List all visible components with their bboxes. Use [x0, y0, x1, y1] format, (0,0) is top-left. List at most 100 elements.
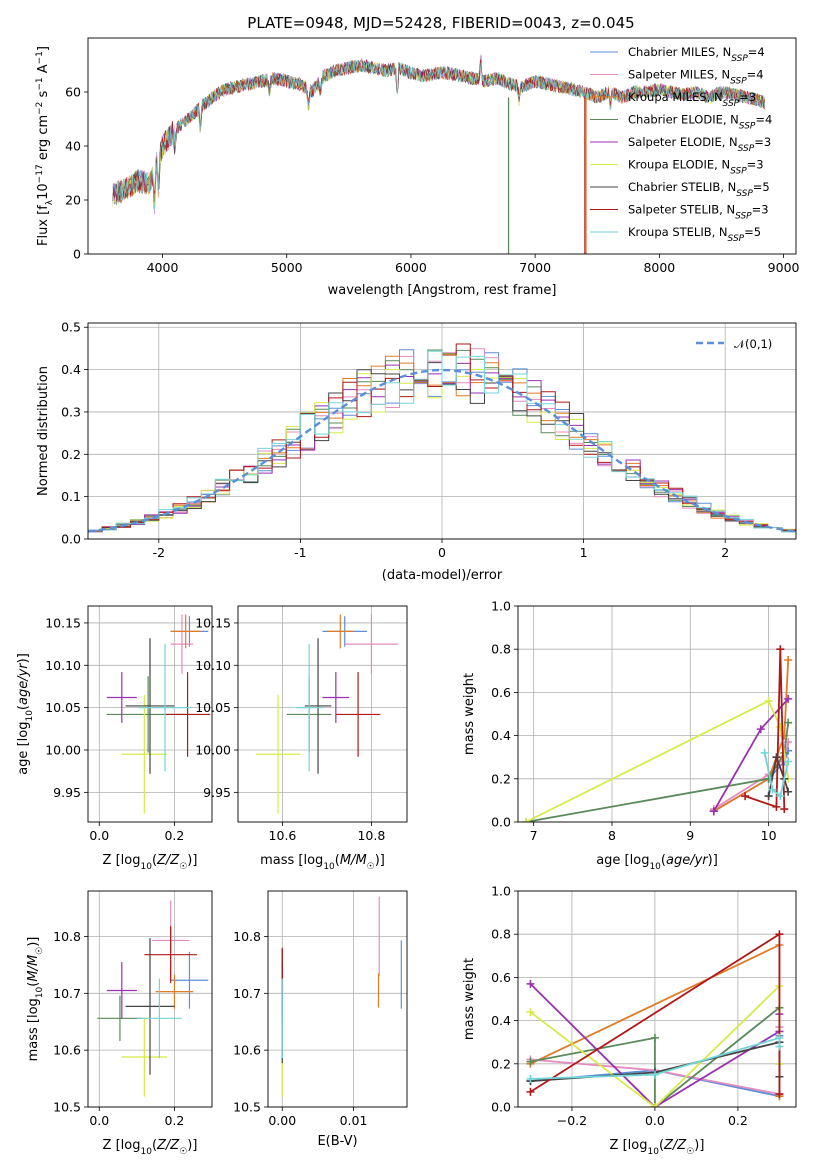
plot-area: [526, 930, 784, 1107]
x-axis-label: E(B-V): [317, 1134, 357, 1149]
y-tick-label: 0.3: [61, 404, 81, 419]
y-tick-label: 20: [65, 193, 81, 208]
normal-reference-curve: [88, 368, 796, 533]
weight-marker: [784, 718, 793, 727]
x-tick-label: -2: [153, 545, 165, 560]
weight-line: [763, 752, 790, 798]
weight-line: [530, 1036, 781, 1080]
y-tick-label: 0.8: [491, 642, 511, 657]
chart-age_vs_mass: 10.6 10.8 9.95 10.00 10.05 10.10 10.15 mass [lo…: [195, 605, 408, 872]
x-tick-label: 9: [686, 828, 694, 843]
weight-marker: [764, 792, 773, 801]
plot-area: [112, 54, 766, 254]
chart-mass_vs_Z: 0.0 0.2 10.5 10.6 10.7 10.8 Z [log10(Z/Z☉)] mas…: [26, 890, 213, 1157]
y-tick-label: 1.0: [491, 599, 511, 614]
x-tick-label: 1: [580, 545, 588, 560]
weight-marker: [709, 807, 718, 816]
y-axis-label: Normed distribution: [36, 366, 51, 496]
y-axis-label: mass [log10(M/M☉)]: [26, 937, 45, 1062]
weight-marker: [768, 785, 777, 794]
y-tick-label: 10.00: [45, 743, 81, 758]
weight-marker: [784, 787, 793, 796]
y-tick-label: 1.0: [491, 884, 511, 899]
y-tick-label: 10.05: [195, 700, 231, 715]
y-tick-label: 0.2: [491, 771, 511, 786]
weight-marker: [650, 1103, 659, 1107]
y-tick-label: 0.4: [491, 728, 511, 743]
plot-area: [521, 645, 793, 822]
x-tick-label: 7: [530, 828, 538, 843]
plot-area: [106, 614, 211, 814]
plot-area: [255, 614, 399, 814]
y-tick-label: 0.0: [491, 815, 511, 830]
axes-frame: [517, 890, 797, 1108]
weight-marker: [772, 802, 781, 811]
x-tick-label: 7000: [519, 260, 551, 275]
y-tick-label: 10.15: [195, 615, 231, 630]
y-tick-label: 0.8: [491, 927, 511, 942]
y-tick-label: 10.5: [53, 1100, 81, 1115]
histogram-step: [88, 350, 796, 534]
weight-marker: [756, 725, 765, 734]
y-tick-label: 0.5: [61, 320, 81, 335]
x-tick-label: 0: [438, 545, 446, 560]
legend-label: Chabrier MILES, NSSP=4: [628, 45, 765, 64]
x-tick-label: 0.2: [164, 1113, 184, 1128]
y-tick-label: 0.0: [491, 1100, 511, 1115]
x-tick-label: −0.2: [557, 1113, 587, 1128]
weight-marker: [776, 792, 785, 801]
y-tick-label: 10.15: [45, 615, 81, 630]
y-tick-label: 10.5: [233, 1100, 261, 1115]
legend-label: 𝒩(0,1): [734, 337, 772, 351]
chart-residuals: -2 -1 0 1 2 0.0 0.1 0.2 0.3 0.4 0.5 (data-model)/er…: [36, 320, 797, 583]
x-tick-label: 0.2: [728, 1113, 748, 1128]
x-tick-label: 2: [721, 545, 729, 560]
plot-area: [281, 896, 402, 1097]
y-axis-label: mass weight: [462, 958, 477, 1040]
y-axis-label: mass weight: [462, 673, 477, 755]
weight-marker: [526, 1007, 535, 1016]
y-tick-label: 10.10: [195, 658, 231, 673]
weight-marker: [760, 748, 769, 757]
y-tick-label: 9.95: [203, 785, 231, 800]
legend-label: Kroupa ELODIE, NSSP=3: [628, 158, 764, 177]
y-tick-label: 0.6: [491, 970, 511, 985]
axes-frame: [87, 890, 213, 1108]
chart-age_vs_Z: 0.0 0.2 9.95 10.00 10.05 10.10 10.15 Z [log10(Z…: [16, 605, 213, 872]
chart-weight_vs_Z: −0.2 0.0 0.2 0.0 0.2 0.4 0.6 0.8 1.0 mass weight Z…: [462, 884, 797, 1157]
axes-frame: [517, 605, 797, 823]
weight-marker: [521, 818, 530, 822]
x-axis-label: Z [log10(Z/Z☉)]: [103, 853, 198, 872]
legend-label: Salpeter MILES, NSSP=4: [628, 68, 764, 87]
x-axis-label: mass [log10(M/M☉)]: [260, 853, 385, 872]
weight-marker: [780, 805, 789, 814]
x-tick-label: 5000: [271, 260, 303, 275]
y-tick-label: 0.4: [61, 362, 81, 377]
y-tick-label: 0.2: [491, 1056, 511, 1071]
spectrum-line: [112, 59, 766, 203]
weight-marker: [784, 656, 793, 664]
x-tick-label: 10: [761, 828, 777, 843]
plot-area: [88, 343, 796, 534]
weight-marker: [526, 1087, 535, 1096]
y-tick-label: 0.0: [61, 532, 81, 547]
y-tick-label: 10.00: [195, 743, 231, 758]
x-tick-label: 4000: [147, 260, 179, 275]
weight-marker: [764, 697, 773, 706]
y-tick-label: 10.6: [233, 1043, 261, 1058]
plot-area: [97, 900, 209, 1097]
y-tick-label: 10.6: [53, 1043, 81, 1058]
weight-line: [767, 753, 790, 797]
y-tick-label: 9.95: [53, 785, 81, 800]
y-tick-label: 10.7: [233, 986, 261, 1001]
y-tick-label: 10.8: [233, 929, 261, 944]
x-axis-label: Z [log10(Z/Z☉)]: [610, 1138, 705, 1157]
chart-weight_vs_age: 7 8 9 10 0.0 0.2 0.4 0.6 0.8 1.0 mass weight age [l…: [462, 599, 797, 872]
weight-marker: [776, 645, 785, 654]
x-tick-label: 0.0: [645, 1113, 665, 1128]
x-tick-label: 10.6: [269, 828, 297, 843]
x-axis-label: wavelength [Angstrom, rest frame]: [328, 283, 557, 298]
chart-spectrum: 4000 5000 6000 7000 8000 9000 0 20 40 60 wavelengt…: [35, 37, 800, 298]
y-tick-label: 10.8: [53, 929, 81, 944]
